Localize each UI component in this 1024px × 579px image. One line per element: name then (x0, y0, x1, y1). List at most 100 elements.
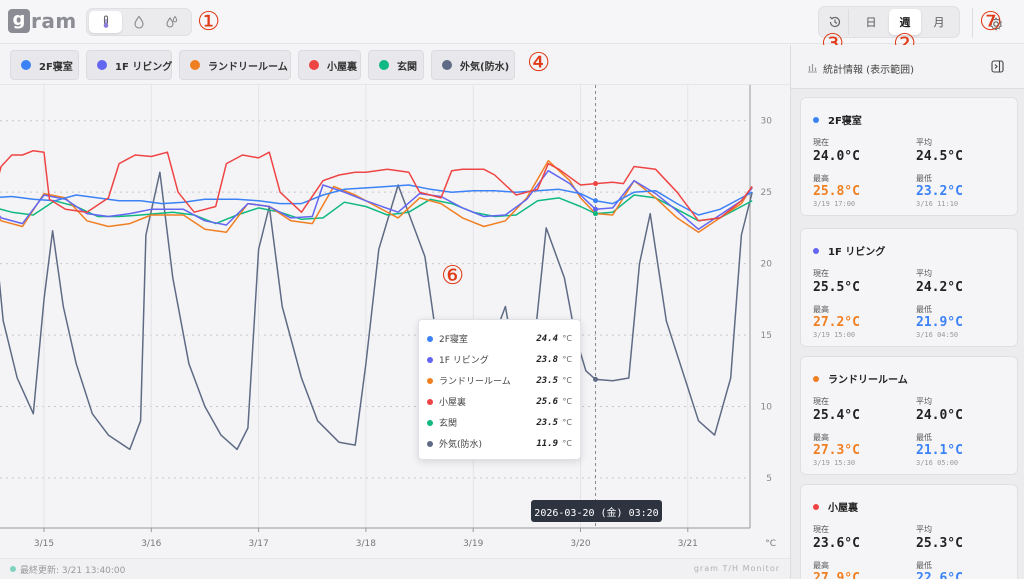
tooltip-unit: °C (562, 439, 572, 448)
annotation-1: ① (197, 7, 221, 37)
annotation-7: ⑦ (979, 7, 1003, 37)
footer-brand: gram T/H Monitor (693, 564, 780, 573)
tooltip-value: 24.4 (536, 333, 558, 344)
tooltip-unit: °C (562, 355, 572, 364)
legend-dot (427, 440, 433, 447)
chart-tooltip: 2F寝室 24.4 °C 1F リビング 23.8 °C ランドリールーム 23.5 °C … (418, 319, 581, 460)
average-label: 平均 (916, 269, 932, 278)
legend-dot (813, 247, 819, 254)
humidity-mode-button[interactable] (122, 11, 155, 33)
tooltip-series-name: ランドリールーム (439, 377, 511, 387)
tooltip-unit: °C (562, 334, 572, 343)
max-value: 27.9°C (813, 571, 860, 579)
tooltip-series-name: 小屋裏 (439, 398, 467, 408)
card-title: 1F リビング (813, 243, 885, 258)
filter-chip-attic[interactable]: 小屋裏 (298, 50, 361, 80)
legend-dot (427, 335, 433, 342)
legend-dot (190, 60, 200, 70)
card-sensor-name: 小屋裏 (828, 503, 858, 514)
card-sensor-name: 1F リビング (828, 247, 886, 258)
average-value: 24.2°C (916, 280, 963, 295)
stats-card-2f-bedroom: 2F寝室 現在 24.0°C 平均 24.5°C 最高 25.8°C 3/19 … (800, 97, 1018, 216)
current-label: 現在 (813, 138, 829, 147)
tooltip-value: 23.5 (536, 417, 558, 428)
collapse-panel-icon[interactable] (991, 60, 1004, 73)
chip-label: ランドリールーム (208, 61, 288, 73)
tooltip-value: 25.6 (536, 396, 558, 407)
min-value: 22.6°C (916, 571, 963, 579)
time-range-switch: 日 週 月 (818, 6, 960, 38)
legend-dot (427, 377, 433, 384)
x-tick-label: 3/16 (141, 539, 161, 549)
series-line (0, 194, 753, 225)
current-label: 現在 (813, 269, 829, 278)
legend-dot (813, 375, 819, 382)
range-day-button[interactable]: 日 (865, 16, 877, 29)
crosshair-point (593, 198, 599, 204)
humidity-icon (134, 15, 144, 29)
history-icon (829, 16, 840, 28)
tooltip-series-name: 玄関 (439, 419, 458, 429)
card-title: 2F寝室 (813, 112, 862, 127)
card-sensor-name: ランドリールーム (828, 375, 908, 386)
min-value: 21.9°C (916, 315, 963, 330)
dewpoint-mode-button[interactable] (156, 11, 189, 33)
logo-mark: g (8, 9, 30, 33)
tooltip-value: 11.9 (536, 438, 558, 449)
last-updated-text: 最終更新: 3/21 13:40:00 (20, 566, 126, 576)
card-title: 小屋裏 (813, 499, 858, 514)
filter-chip-outdoor[interactable]: 外気(防水) (431, 50, 515, 80)
chip-label: 小屋裏 (327, 61, 357, 73)
sensor-filter-bar: 2F寝室 1F リビング ランドリールーム 小屋裏 玄関 外気(防水) ④ (0, 45, 790, 85)
chip-label: 玄関 (397, 61, 417, 73)
tooltip-row: 玄関 23.5 °C (427, 412, 572, 433)
legend-dot (813, 503, 819, 510)
series-line (0, 171, 753, 451)
crosshair-point (593, 206, 599, 212)
tooltip-value: 23.5 (536, 375, 558, 386)
legend-dot (442, 60, 452, 70)
max-value: 27.3°C (813, 443, 860, 458)
y-tick-label: 15 (761, 331, 772, 341)
logo-text: ram (31, 9, 77, 33)
average-value: 24.5°C (916, 149, 963, 164)
filter-chip-2f-bedroom[interactable]: 2F寝室 (10, 50, 79, 80)
max-label: 最高 (813, 305, 829, 314)
range-week-button[interactable]: 週 (889, 9, 921, 35)
stats-header: 統計情報 (表示範囲) (791, 45, 1024, 89)
app-logo: g ram (8, 9, 77, 33)
chart-canvas: 5 10 15 20 25 30 3/15 3/16 3/17 3/18 3/19 3/20 3/21 °… (0, 85, 776, 549)
app-header: g ram ① 日 週 月 ③ ② ⑦ (0, 0, 1024, 57)
current-label: 現在 (813, 397, 829, 406)
filter-chip-laundry[interactable]: ランドリールーム (179, 50, 291, 80)
min-label: 最低 (916, 174, 932, 183)
y-tick-label: 10 (761, 403, 773, 413)
settings-button[interactable] (985, 13, 1007, 35)
tooltip-row: 小屋裏 25.6 °C (427, 391, 572, 412)
max-value: 27.2°C (813, 315, 860, 330)
x-tick-label: 3/19 (463, 539, 483, 549)
tooltip-value: 23.8 (536, 354, 558, 365)
filter-chip-entrance[interactable]: 玄関 (368, 50, 424, 80)
tooltip-unit: °C (562, 418, 572, 427)
stats-sidebar: 統計情報 (表示範囲) ⑤ 2F寝室 現在 24.0°C 平均 24.5°C 最… (790, 45, 1024, 579)
legend-dot (427, 419, 433, 426)
current-value: 24.0°C (813, 149, 860, 164)
min-label: 最低 (916, 433, 932, 442)
crosshair-point (593, 211, 599, 217)
annotation-6: ⑥ (441, 261, 465, 291)
tooltip-row: 外気(防水) 11.9 °C (427, 433, 572, 454)
series-line (0, 149, 753, 222)
range-month-button[interactable]: 月 (933, 16, 945, 29)
history-button[interactable] (821, 9, 849, 35)
chip-label: 1F リビング (115, 61, 173, 73)
filter-chip-1f-living[interactable]: 1F リビング (86, 50, 172, 80)
tooltip-series-name: 外気(防水) (439, 440, 483, 450)
tooltip-row: 1F リビング 23.8 °C (427, 349, 572, 370)
min-label: 最低 (916, 305, 932, 314)
average-label: 平均 (916, 397, 932, 406)
y-tick-label: 20 (761, 260, 773, 270)
temperature-chart[interactable]: 5 10 15 20 25 30 3/15 3/16 3/17 3/18 3/19 3/20 3/21 °… (0, 85, 790, 558)
chip-label: 外気(防水) (460, 61, 510, 73)
temperature-mode-button[interactable] (89, 11, 123, 33)
